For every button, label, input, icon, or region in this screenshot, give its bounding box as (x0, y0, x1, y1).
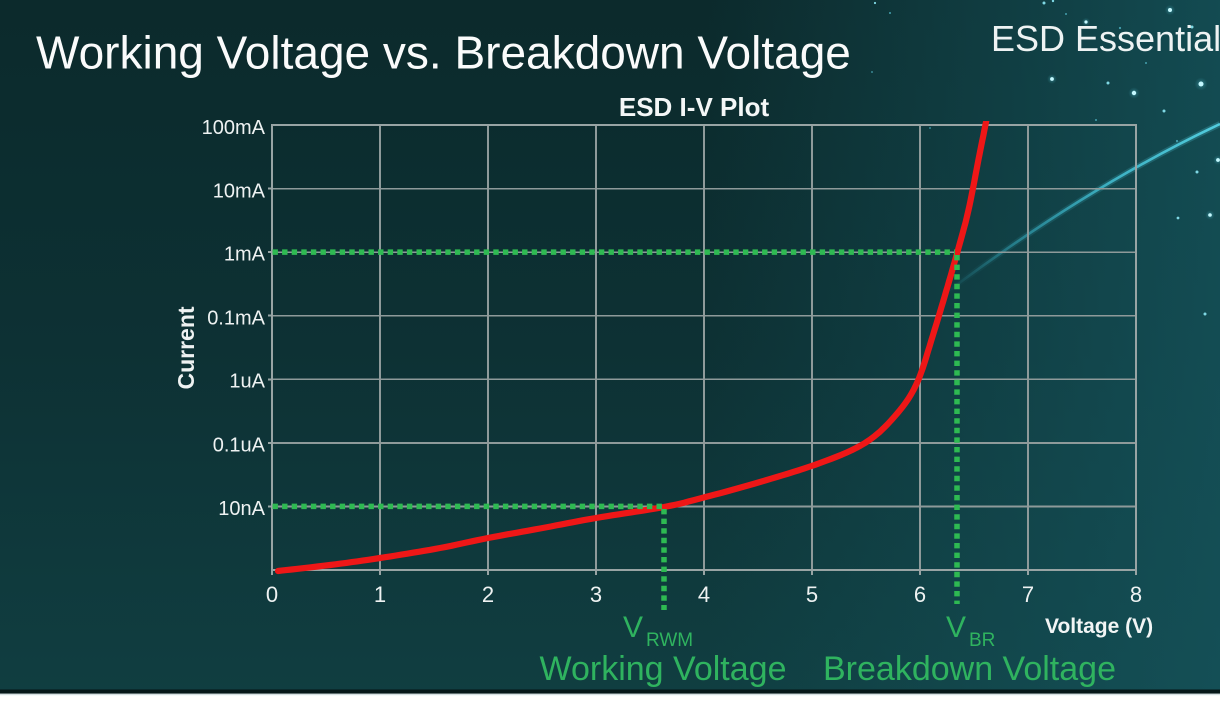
svg-text:0.1mA: 0.1mA (207, 307, 265, 329)
svg-text:V: V (946, 611, 966, 644)
svg-text:BR: BR (969, 630, 995, 651)
svg-text:6: 6 (914, 582, 926, 607)
svg-text:Breakdown Voltage: Breakdown Voltage (823, 650, 1116, 688)
svg-text:1mA: 1mA (224, 244, 266, 266)
svg-text:ESD I-V Plot: ESD I-V Plot (619, 92, 770, 122)
svg-text:100mA: 100mA (202, 117, 266, 139)
svg-text:0.1uA: 0.1uA (213, 435, 266, 457)
svg-text:3: 3 (590, 582, 602, 607)
svg-text:Current: Current (173, 306, 199, 389)
svg-text:1uA: 1uA (229, 371, 265, 393)
svg-text:V: V (623, 611, 643, 644)
svg-text:Voltage (V): Voltage (V) (1045, 615, 1153, 638)
svg-text:Working Voltage vs. Breakdown: Working Voltage vs. Breakdown Voltage (36, 27, 851, 79)
svg-text:2: 2 (482, 582, 494, 607)
svg-text:10mA: 10mA (213, 180, 266, 202)
svg-text:7: 7 (1022, 582, 1034, 607)
svg-text:10nA: 10nA (218, 498, 265, 520)
svg-text:ESD Essentials: ESD Essentials (991, 18, 1220, 59)
svg-text:RWM: RWM (646, 630, 693, 651)
svg-text:0: 0 (266, 582, 278, 607)
svg-text:4: 4 (698, 582, 710, 607)
svg-text:8: 8 (1130, 582, 1142, 607)
svg-text:1: 1 (374, 582, 386, 607)
svg-text:5: 5 (806, 582, 818, 607)
svg-text:Working Voltage: Working Voltage (540, 650, 787, 688)
